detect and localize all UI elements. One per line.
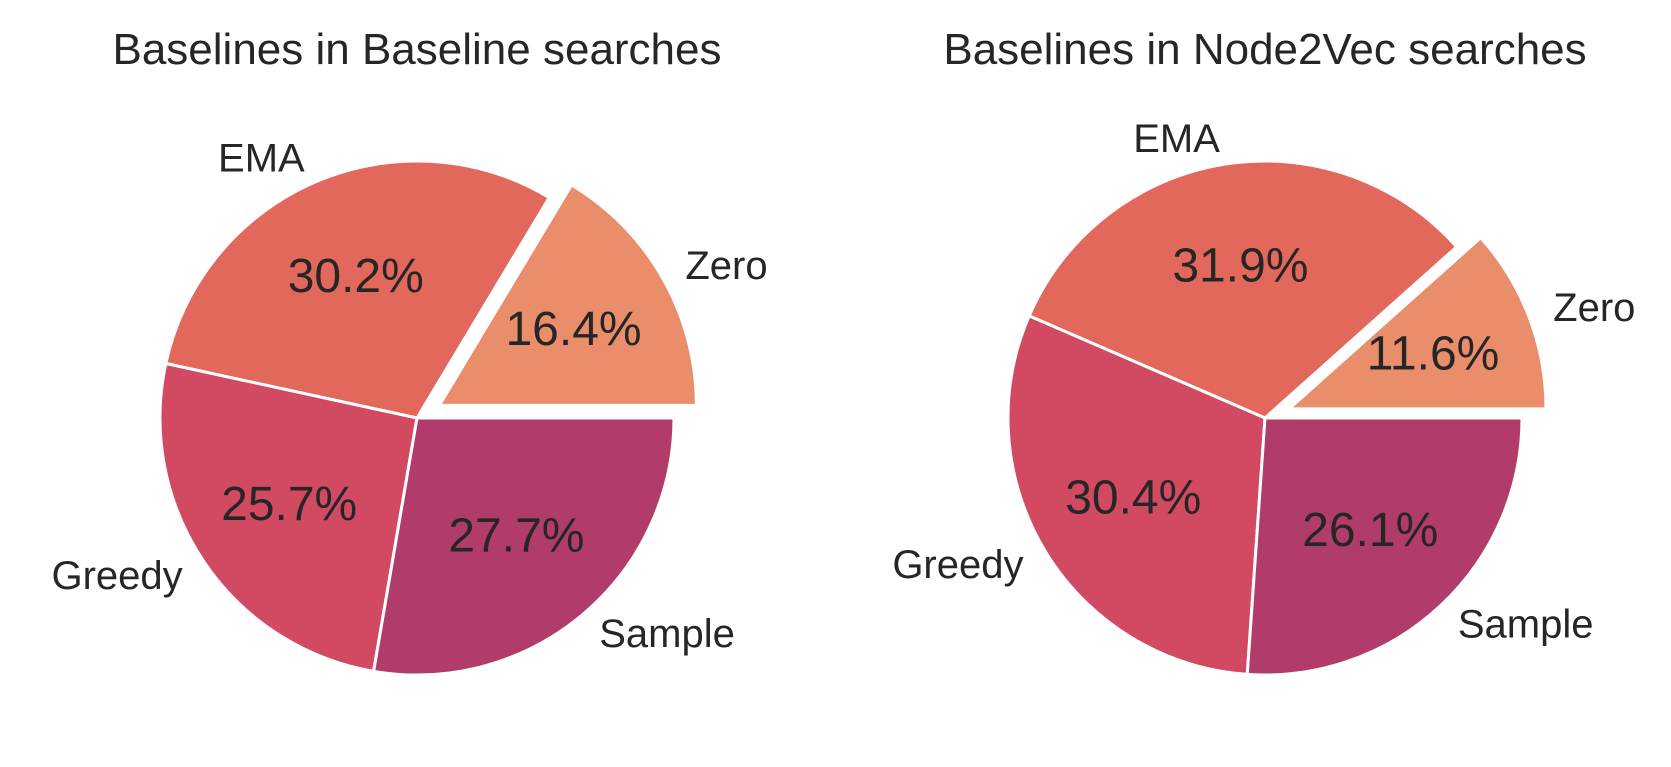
chart-title-baseline-searches: Baselines in Baseline searches — [112, 25, 721, 74]
slice-category-label-greedy: Greedy — [52, 554, 183, 598]
slice-category-label-zero: Zero — [685, 244, 767, 288]
slice-category-label-sample: Sample — [599, 612, 735, 656]
pie-slice-ema — [1027, 159, 1459, 420]
slice-category-label-ema: EMA — [218, 137, 305, 181]
slice-category-label-greedy: Greedy — [892, 543, 1023, 587]
slice-category-label-sample: Sample — [1458, 603, 1594, 647]
slice-percent-label-sample: 27.7% — [448, 509, 584, 562]
slice-category-label-ema: EMA — [1133, 117, 1220, 161]
pie-slice-zero — [437, 183, 698, 407]
pie-slice-sample — [372, 416, 676, 677]
slice-percent-label-zero: 11.6% — [1367, 327, 1500, 380]
slice-percent-label-ema: 31.9% — [1172, 239, 1308, 292]
slice-percent-label-greedy: 25.7% — [221, 478, 357, 531]
pie-slice-sample — [1245, 416, 1524, 677]
pie-slice-greedy — [1006, 314, 1267, 676]
pie-slice-zero — [1287, 236, 1548, 411]
slice-percent-label-ema: 30.2% — [288, 250, 424, 303]
slice-category-label-zero: Zero — [1553, 286, 1635, 330]
pie-slice-ema — [164, 159, 551, 420]
pie-chart-node2vec-searches: Baselines in Node2Vec searches 11.6% Zero… — [892, 25, 1635, 677]
slice-percent-label-sample: 26.1% — [1302, 504, 1438, 557]
slice-percent-label-greedy: 30.4% — [1065, 472, 1201, 525]
pie-chart-baseline-searches: Baselines in Baseline searches 16.4% Zero… — [52, 25, 768, 677]
chart-title-node2vec-searches: Baselines in Node2Vec searches — [943, 25, 1586, 74]
slice-percent-label-zero: 16.4% — [505, 303, 641, 356]
pie-slice-greedy — [158, 362, 419, 673]
